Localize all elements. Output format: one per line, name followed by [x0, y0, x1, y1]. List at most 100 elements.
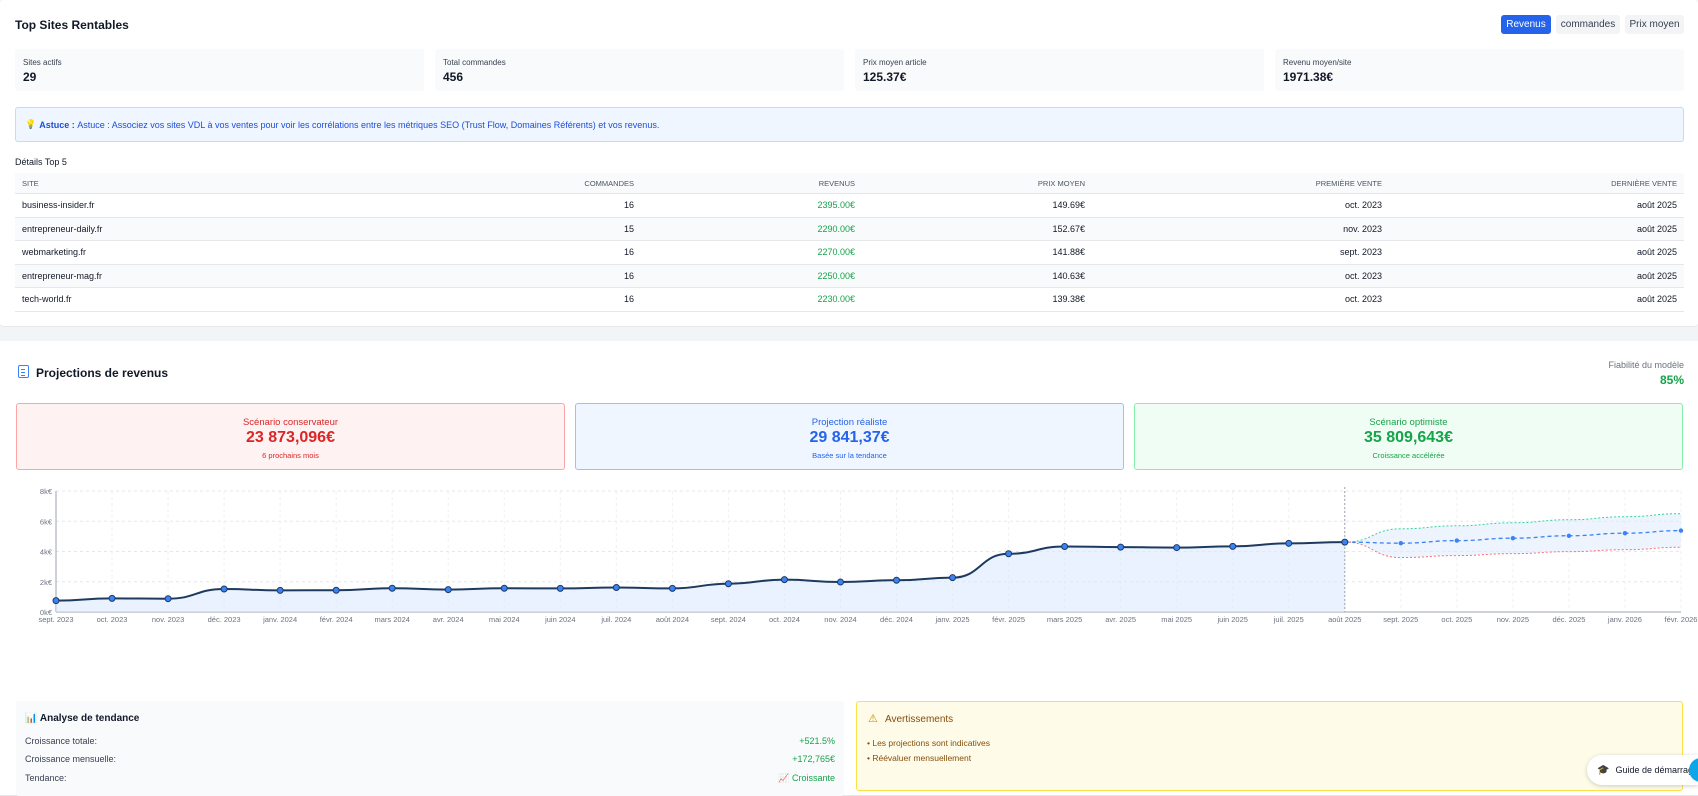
- x-tick-label: oct. 2024: [769, 615, 800, 624]
- scenario-optimiste-card: Scénario optimiste 35 809,643€ Croissanc…: [1134, 403, 1683, 470]
- revenus-button[interactable]: Revenus: [1501, 15, 1551, 34]
- column-header[interactable]: SITE: [22, 178, 39, 188]
- trend-row: Tendance: 📈 Croissante: [25, 773, 835, 783]
- x-tick-label: sept. 2024: [711, 615, 746, 624]
- table-cell: 2230.00€: [817, 294, 855, 305]
- x-tick-label: mai 2024: [489, 615, 520, 624]
- column-header[interactable]: DERNIÈRE VENTE: [1611, 178, 1677, 188]
- x-tick-label: nov. 2024: [824, 615, 856, 624]
- actual-point: [1005, 550, 1013, 558]
- x-tick-label: déc. 2023: [208, 615, 241, 624]
- table-cell: 149.69€: [1052, 200, 1085, 211]
- actual-area: [56, 542, 1345, 612]
- guide-button[interactable]: 🎓 Guide de démarrage: [1587, 755, 1698, 785]
- stat-label: Prix moyen article: [863, 58, 927, 67]
- table-cell: 140.63€: [1052, 270, 1085, 281]
- table-cell: 16: [623, 247, 634, 258]
- tip-text: Astuce : Associez vos sites VDL à vos ve…: [77, 119, 660, 130]
- scenario-title: Scénario optimiste: [1369, 417, 1448, 428]
- x-tick-label: juin 2024: [544, 615, 575, 624]
- x-tick-label: mars 2025: [1047, 615, 1082, 624]
- stat-card-total-commandes: Total commandes 456: [435, 49, 844, 91]
- column-header[interactable]: COMMANDES: [584, 178, 634, 188]
- projection-point: [1566, 533, 1572, 538]
- revenue-projection-chart: 0k€ 2k€ 4k€ 6k€ 8k€ sept. 2023 oct. 2023 nov. 2…: [38, 487, 1697, 624]
- x-tick-label: mai 2025: [1161, 615, 1192, 624]
- scenario-title: Scénario conservateur: [242, 417, 339, 428]
- trend-analysis-card: 📊 Analyse de tendance Croissance totale:…: [16, 701, 844, 796]
- table-cell: août 2025: [1636, 200, 1677, 211]
- table-cell: 152.67€: [1052, 223, 1085, 234]
- document-icon: [18, 365, 29, 378]
- table-cell: tech-world.fr: [22, 294, 72, 305]
- table-row[interactable]: webmarketing.fr 16 2270.00€ 141.88€ sept. 20…: [15, 241, 1684, 265]
- actual-point: [108, 594, 116, 602]
- trend-value: +521.5%: [799, 736, 835, 746]
- column-header[interactable]: REVENUS: [818, 178, 855, 188]
- table-cell: sept. 2023: [1339, 247, 1382, 258]
- actual-point: [220, 585, 228, 593]
- table-row[interactable]: business-insider.fr 16 2395.00€ 149.69€ oct.…: [15, 194, 1684, 218]
- help-bubble[interactable]: [1689, 758, 1698, 782]
- bar-chart-icon: 📊: [25, 713, 38, 724]
- prix-moyen-button[interactable]: Prix moyen: [1625, 15, 1684, 34]
- scenario-value: 23 873,096€: [246, 429, 335, 446]
- y-tick-label: 0k€: [40, 608, 53, 617]
- x-tick-label: févr. 2024: [320, 615, 353, 624]
- table-cell: entrepreneur-daily.fr: [22, 223, 103, 234]
- table-cell: 141.88€: [1052, 247, 1085, 258]
- table-row[interactable]: entrepreneur-daily.fr 15 2290.00€ 152.67€ no…: [15, 217, 1684, 241]
- trend-value: 📈 Croissante: [778, 773, 835, 783]
- x-tick-label: sept. 2025: [1383, 615, 1418, 624]
- trend-label: Croissance totale:: [25, 736, 98, 746]
- actual-point: [780, 576, 788, 584]
- top-sites-title: Top Sites Rentables: [15, 18, 129, 32]
- warning-icon: ⚠: [868, 713, 878, 725]
- stat-card-prix-moyen: Prix moyen article 125.37€: [855, 49, 1264, 91]
- commandes-button[interactable]: commandes: [1556, 15, 1620, 34]
- column-header[interactable]: PREMIÈRE VENTE: [1315, 178, 1382, 188]
- actual-point: [556, 584, 564, 592]
- x-tick-label: janv. 2024: [262, 615, 297, 624]
- projection-point: [1398, 540, 1404, 546]
- table-cell: oct. 2023: [1344, 200, 1382, 211]
- projection-realiste-card: Projection réaliste 29 841,37€ Basée sur…: [575, 403, 1124, 470]
- table-cell: 2290.00€: [817, 223, 855, 234]
- x-tick-label: août 2025: [1328, 615, 1361, 624]
- y-tick-label: 6k€: [40, 517, 53, 526]
- actual-point: [1341, 538, 1349, 546]
- table-cell: oct. 2023: [1344, 270, 1382, 281]
- actual-point: [500, 584, 508, 592]
- trend-title: 📊 Analyse de tendance: [25, 713, 139, 724]
- x-tick-label: août 2024: [656, 615, 689, 624]
- tip-banner: 💡 Astuce : Astuce : Associez vos sites V…: [15, 107, 1684, 142]
- table-row[interactable]: tech-world.fr 16 2230.00€ 139.38€ oct. 2023 a…: [15, 288, 1684, 312]
- table-header: SITE COMMANDES REVENUS PRIX MOYEN PREMIÈRE V…: [15, 173, 1684, 194]
- column-header[interactable]: PRIX MOYEN: [1037, 178, 1085, 188]
- table-cell: 2250.00€: [817, 270, 855, 281]
- table-cell: 16: [623, 294, 634, 305]
- table-cell: 139.38€: [1052, 294, 1085, 305]
- stat-label: Total commandes: [443, 58, 506, 67]
- x-tick-label: oct. 2023: [97, 615, 128, 624]
- x-tick-label: juin 2025: [1216, 615, 1247, 624]
- scenario-conservateur-card: Scénario conservateur 23 873,096€ 6 proc…: [16, 403, 565, 470]
- projection-point: [1622, 530, 1628, 536]
- table-row[interactable]: entrepreneur-mag.fr 16 2250.00€ 140.63€ oct.…: [15, 264, 1684, 288]
- x-tick-label: janv. 2025: [935, 615, 970, 624]
- warnings-card: ⚠ Avertissements • Les projections sont …: [856, 701, 1683, 791]
- x-tick-label: oct. 2025: [1441, 615, 1472, 624]
- actual-point: [893, 576, 901, 584]
- projection-point: [1510, 535, 1516, 541]
- stat-card-sites-actifs: Sites actifs 29: [15, 49, 424, 91]
- stat-card-revenu-moyen: Revenu moyen/site 1971.38€: [1275, 49, 1684, 91]
- actual-point: [668, 584, 676, 592]
- scenario-value: 35 809,643€: [1364, 429, 1453, 446]
- x-tick-label: juil. 2024: [600, 615, 631, 624]
- projection-point: [1678, 528, 1684, 533]
- warnings-title: Avertissements: [885, 714, 954, 725]
- actual-point: [836, 578, 844, 586]
- scenario-sub: 6 prochains mois: [262, 451, 319, 460]
- trend-row: Croissance mensuelle: +172,765€: [25, 754, 835, 764]
- y-tick-label: 4k€: [40, 548, 53, 557]
